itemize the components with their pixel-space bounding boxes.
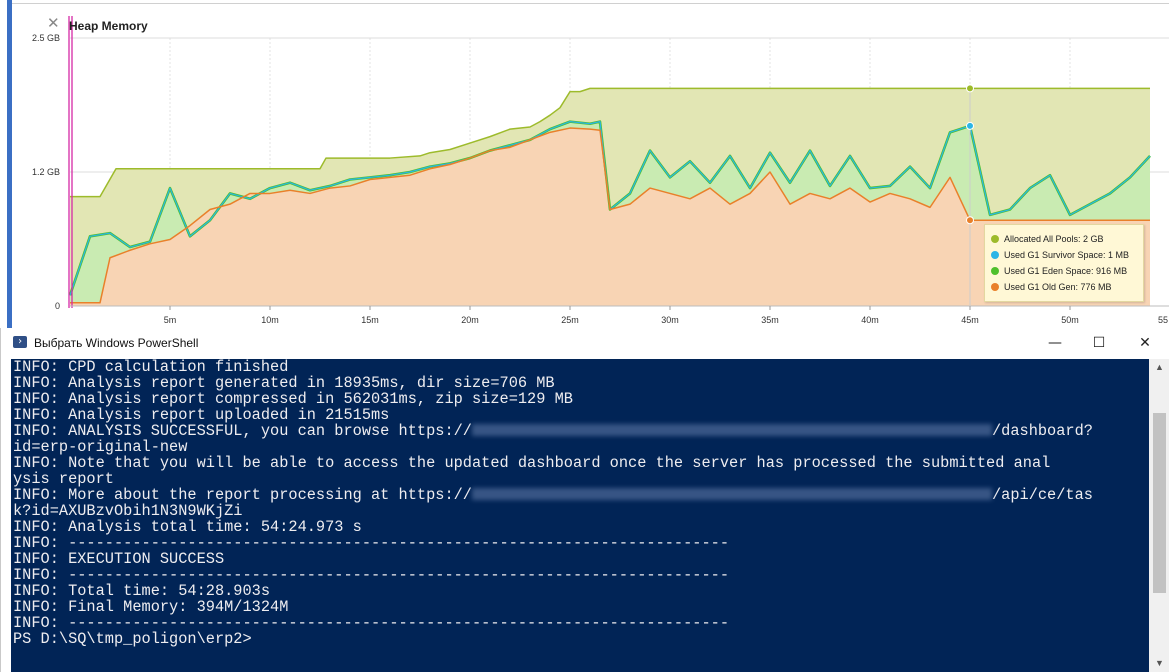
legend-label: Used G1 Survivor Space: 1 MB: [1004, 250, 1130, 260]
x-tick-label: 45m: [961, 315, 979, 325]
x-tick-label: 30m: [661, 315, 679, 325]
legend-item: Used G1 Old Gen: 776 MB: [991, 279, 1112, 295]
x-tick-label: 15m: [361, 315, 379, 325]
x-tick-label: 35m: [761, 315, 779, 325]
console-lines: /api/ce/tas k?id=AXUBzvObih1N3N9WKjZi IN…: [13, 486, 1093, 648]
y-tick-label: 2.5 GB: [32, 33, 60, 43]
minimize-icon[interactable]: —: [1048, 335, 1062, 351]
powershell-window: › Выбрать Windows PowerShell — ☐ ✕ INFO:…: [0, 328, 1169, 672]
x-tick-label: 20m: [461, 315, 479, 325]
console-lines: /dashboard? id=erp-original-new INFO: No…: [13, 422, 1093, 504]
x-tick-label: 10m: [261, 315, 279, 325]
maximize-icon[interactable]: ☐: [1092, 335, 1106, 351]
redacted-url: [471, 424, 992, 436]
line-allocated-all-pools: [70, 87, 1150, 198]
x-tick-label: 50m: [1061, 315, 1079, 325]
legend-label: Used G1 Eden Space: 916 MB: [1004, 266, 1128, 276]
powershell-icon: ›: [13, 336, 27, 348]
scroll-up-icon[interactable]: ▲: [1155, 362, 1164, 372]
chart-title: Heap Memory: [69, 19, 148, 33]
window-title: Выбрать Windows PowerShell: [34, 336, 199, 350]
chart-tooltip-legend: Allocated All Pools: 2 GB Used G1 Survivo…: [984, 224, 1144, 302]
panel-accent-bar: [7, 0, 12, 328]
hover-marker: [966, 121, 974, 130]
close-icon[interactable]: ✕: [47, 15, 60, 32]
legend-label: Allocated All Pools: 2 GB: [1004, 234, 1104, 244]
y-tick-label: 1.2 GB: [32, 167, 60, 177]
legend-label: Used G1 Old Gen: 776 MB: [1004, 282, 1112, 292]
hover-marker: [966, 216, 974, 225]
scroll-down-icon[interactable]: ▼: [1155, 658, 1164, 668]
x-tick-label: 5m: [164, 315, 177, 325]
line-used-old-gen: [70, 127, 1150, 304]
console-lines: INFO: CPD calculation finished INFO: Ana…: [13, 359, 573, 440]
powershell-titlebar[interactable]: › Выбрать Windows PowerShell — ☐ ✕: [1, 328, 1169, 358]
area-used-old-gen: [70, 128, 1150, 306]
heap-memory-panel: 0 1.2 GB 2.5 GB 5m 10m 15m 20m 25m 30m 35m 40m 45m 5…: [0, 0, 1169, 328]
legend-item: Used G1 Survivor Space: 1 MB: [991, 247, 1129, 263]
legend-dot-icon: [991, 267, 999, 275]
legend-dot-icon: [991, 251, 999, 259]
x-tick-label: 40m: [861, 315, 879, 325]
legend-dot-icon: [991, 235, 999, 243]
scroll-thumb[interactable]: [1153, 413, 1166, 593]
x-tick-label: 55: [1158, 315, 1168, 325]
panel-divider: [12, 3, 1169, 4]
close-icon[interactable]: ✕: [1139, 335, 1151, 351]
legend-item: Used G1 Eden Space: 916 MB: [991, 263, 1127, 279]
legend-dot-icon: [991, 283, 999, 291]
redacted-url: [471, 488, 992, 500]
x-tick-label: 25m: [561, 315, 579, 325]
console-output[interactable]: INFO: CPD calculation finished INFO: Ana…: [11, 359, 1149, 672]
heap-memory-chart: 0 1.2 GB 2.5 GB 5m 10m 15m 20m 25m 30m 35m 40m 45m 5…: [32, 16, 1169, 325]
console-text: INFO: CPD calculation finished INFO: Ana…: [13, 359, 1093, 647]
console-scrollbar[interactable]: ▲ ▼: [1149, 359, 1169, 672]
hover-marker: [966, 84, 974, 93]
legend-item: Allocated All Pools: 2 GB: [991, 231, 1104, 247]
y-tick-label: 0: [55, 301, 60, 311]
